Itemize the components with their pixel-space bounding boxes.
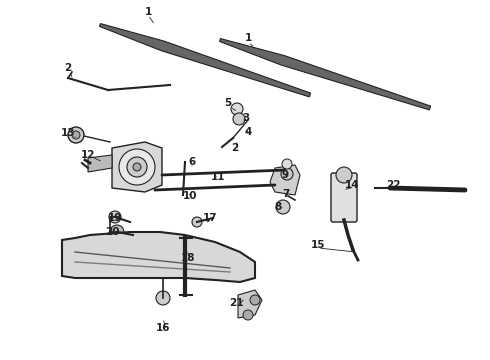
Circle shape	[110, 225, 124, 239]
Circle shape	[336, 167, 352, 183]
Circle shape	[192, 217, 202, 227]
Circle shape	[156, 291, 170, 305]
Text: 6: 6	[188, 157, 196, 167]
Text: 14: 14	[344, 180, 359, 190]
Text: 7: 7	[282, 189, 290, 199]
Text: 22: 22	[386, 180, 400, 190]
Text: 15: 15	[311, 240, 325, 250]
Circle shape	[119, 149, 155, 185]
Text: 12: 12	[81, 150, 95, 160]
Text: 1: 1	[245, 33, 252, 43]
Text: 4: 4	[245, 127, 252, 137]
Circle shape	[68, 127, 84, 143]
Polygon shape	[238, 290, 262, 318]
Circle shape	[127, 157, 147, 177]
Circle shape	[282, 159, 292, 169]
FancyBboxPatch shape	[331, 173, 357, 222]
Polygon shape	[270, 165, 300, 195]
Text: 19: 19	[108, 213, 122, 223]
Polygon shape	[220, 39, 431, 110]
Text: 17: 17	[203, 213, 217, 223]
Text: 8: 8	[274, 202, 282, 212]
Circle shape	[133, 163, 141, 171]
Text: 20: 20	[105, 227, 119, 237]
Polygon shape	[99, 23, 311, 97]
Text: 9: 9	[281, 170, 289, 180]
Text: 2: 2	[231, 143, 239, 153]
Polygon shape	[112, 142, 162, 192]
Polygon shape	[88, 155, 112, 172]
Circle shape	[276, 200, 290, 214]
Circle shape	[281, 168, 293, 180]
Text: 3: 3	[243, 113, 249, 123]
Text: 16: 16	[156, 323, 170, 333]
Text: 5: 5	[224, 98, 232, 108]
Polygon shape	[62, 232, 255, 282]
Text: 10: 10	[183, 191, 197, 201]
Text: 21: 21	[229, 298, 243, 308]
Text: 1: 1	[145, 7, 151, 17]
Text: 18: 18	[181, 253, 195, 263]
Text: 13: 13	[61, 128, 75, 138]
Circle shape	[231, 103, 243, 115]
Text: 2: 2	[64, 63, 72, 73]
Circle shape	[72, 131, 80, 139]
Circle shape	[250, 295, 260, 305]
Circle shape	[109, 211, 121, 223]
Circle shape	[243, 310, 253, 320]
Text: 11: 11	[211, 172, 225, 182]
Circle shape	[233, 113, 245, 125]
